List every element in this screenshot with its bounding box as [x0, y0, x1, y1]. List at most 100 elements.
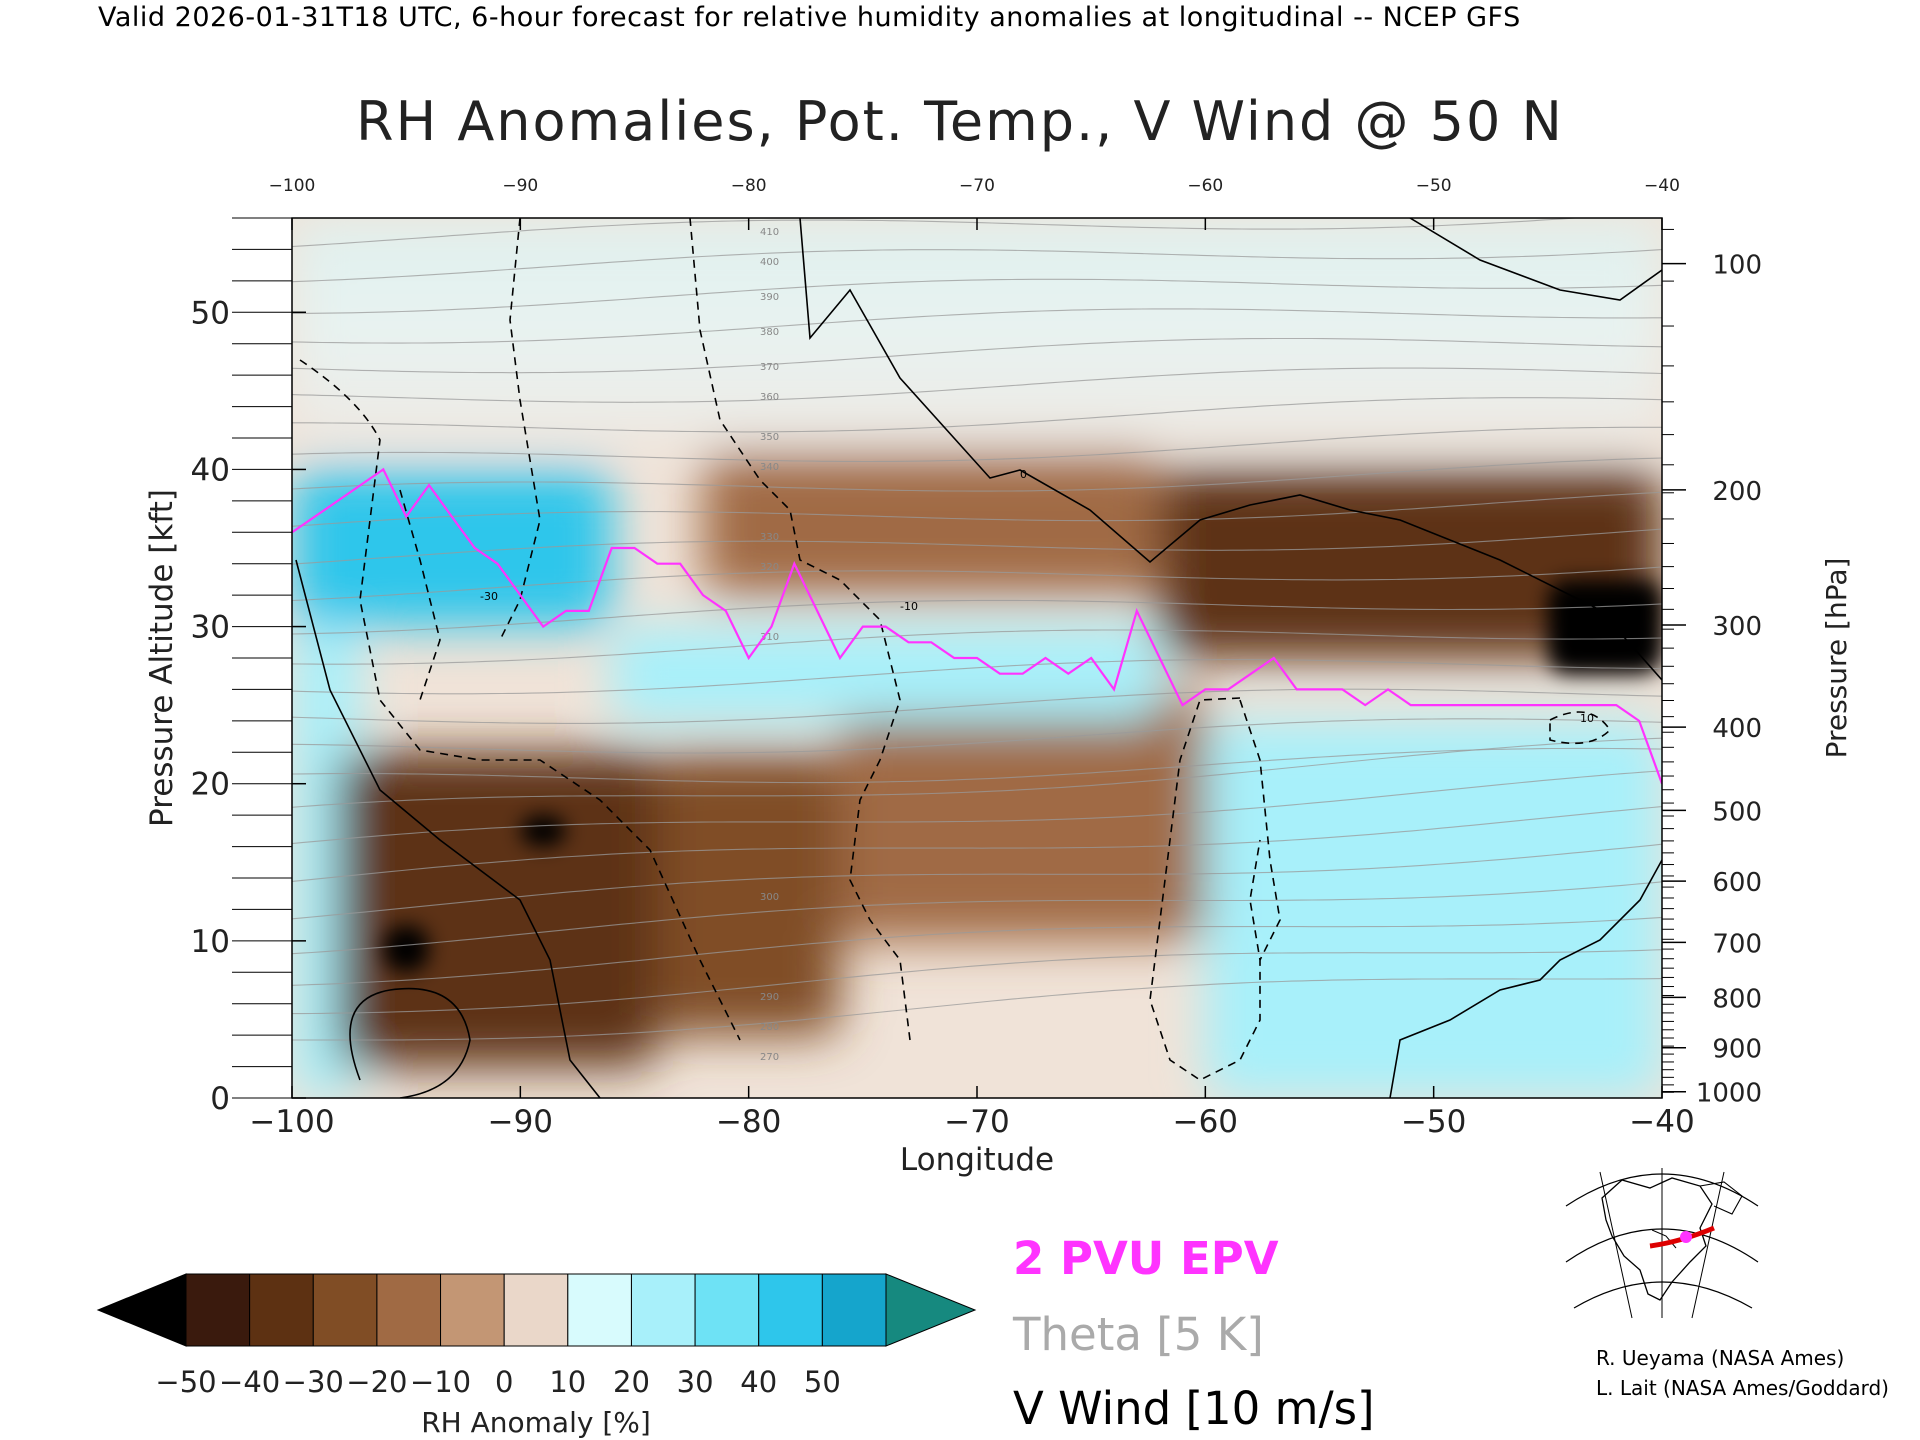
- theta-contour: [292, 397, 1662, 433]
- chart-title: RH Anomalies, Pot. Temp., V Wind @ 50 N: [356, 90, 1564, 153]
- colorbar-cell: [440, 1273, 505, 1347]
- y-tick-label: 30: [191, 610, 230, 646]
- y-tick-label: 20: [191, 767, 230, 803]
- theta-contour: [292, 916, 1662, 986]
- v-wind-contour: [1409, 218, 1662, 301]
- colorbar-tick-label: 40: [740, 1365, 777, 1399]
- colorbar-over-triangle: [885, 1273, 977, 1347]
- x-tick-label: −70: [944, 1104, 1009, 1140]
- theta-contour: [292, 629, 1662, 665]
- colorbar-tick-label: −10: [410, 1365, 471, 1399]
- theta-contour-label: 380: [760, 327, 779, 338]
- x-top-tick-label: −50: [1416, 176, 1452, 196]
- x-tick-label: −90: [488, 1104, 553, 1140]
- theta-contours: 270 280 290 300 310 320 330 340 350 360 370 380 390 4…: [292, 218, 1662, 1063]
- colorbar-cell: [758, 1273, 823, 1347]
- v-wind-contour-label: -30: [480, 590, 498, 603]
- theta-contour: [292, 881, 1662, 955]
- theta-contour: [292, 949, 1662, 1015]
- x-tick-label: −40: [1629, 1104, 1694, 1140]
- location-map-inset: [1562, 1168, 1762, 1319]
- v-wind-contour: [295, 559, 601, 1098]
- x-top-tick-label: −60: [1187, 176, 1223, 196]
- theta-contour: [292, 528, 1662, 565]
- colorbar-label: RH Anomaly [%]: [421, 1406, 651, 1439]
- pressure-tick-label: 900: [1712, 1035, 1762, 1065]
- pressure-tick-label: 300: [1712, 612, 1762, 642]
- rh-region: [657, 752, 840, 1036]
- colorbar-cell: [312, 1273, 378, 1347]
- theta-contour-label: 300: [760, 892, 779, 903]
- v-wind-contour: [1549, 711, 1612, 745]
- theta-contour-label: 350: [760, 432, 779, 443]
- theta-contour-label: 270: [760, 1052, 779, 1063]
- colorbar-cell: [249, 1273, 314, 1347]
- theta-contour: [292, 659, 1662, 695]
- x-top-tick-label: −40: [1644, 176, 1680, 196]
- x-tick-label: −60: [1173, 1104, 1238, 1140]
- legend-theta: Theta [5 K]: [1012, 1308, 1264, 1361]
- x-axis-label: Longitude: [900, 1142, 1054, 1178]
- legend: 2 PVU EPV Theta [5 K] V Wind [10 m/s]: [1012, 1232, 1375, 1435]
- theta-contour: [292, 747, 1662, 784]
- rh-region: [840, 689, 1206, 941]
- y-tick-label: 40: [191, 452, 230, 488]
- theta-contour-label: 280: [760, 1022, 779, 1033]
- forecast-header: Valid 2026-01-31T18 UTC, 6-hour forecast…: [98, 2, 1521, 33]
- legend-epv: 2 PVU EPV: [1013, 1232, 1279, 1285]
- theta-contour: [292, 491, 1662, 527]
- theta-contour: [292, 737, 1662, 808]
- tick-labels: −100 −100 −90 −90 −80 −80 −70 −70 −60 −60 −50 −50 −4…: [191, 176, 1762, 1140]
- theta-contour: [292, 806, 1662, 882]
- colorbar-cell: [503, 1273, 569, 1347]
- v-wind-contour-label: 0: [1020, 468, 1027, 481]
- epv-2pvu-line: [292, 467, 1662, 785]
- theta-contour-label: 330: [760, 532, 779, 543]
- theta-contour: [292, 599, 1662, 635]
- theta-contour-label: 410: [760, 227, 779, 238]
- x-tick-label: −50: [1401, 1104, 1466, 1140]
- pressure-tick-label: 700: [1712, 929, 1762, 959]
- colorbar-tick-label: −20: [346, 1365, 407, 1399]
- x-tick-label: −100: [249, 1104, 334, 1140]
- y-tick-label: 0: [210, 1081, 230, 1117]
- rh-anomaly-extremes: [383, 579, 1662, 973]
- theta-contour: [292, 337, 1662, 374]
- colorbar: −50 −40 −30 −20 −10 0 10 20 30 40 50: [96, 1273, 977, 1399]
- colorbar-cell: [567, 1273, 632, 1347]
- colorbar-cell: [821, 1273, 887, 1347]
- colorbar-under-triangle: [96, 1273, 187, 1347]
- colorbar-cell: [630, 1273, 696, 1347]
- v-wind-contour: [1389, 859, 1662, 1098]
- rh-region: [1547, 579, 1662, 674]
- colorbar-cell: [694, 1273, 760, 1347]
- axes: [232, 217, 1686, 1099]
- v-wind-contour: [399, 489, 441, 701]
- v-wind-contour: [799, 218, 1662, 681]
- rh-region: [337, 752, 658, 1067]
- v-wind-contour-label: -10: [900, 600, 918, 613]
- pressure-tick-label: 1000: [1696, 1079, 1762, 1109]
- y-tick-label: 50: [191, 295, 230, 331]
- x-top-tick-label: −80: [731, 176, 767, 196]
- pressure-tick-label: 500: [1712, 797, 1762, 827]
- rh-region-stratosphere: [292, 218, 1662, 438]
- pressure-tick-label: 200: [1712, 477, 1762, 507]
- pressure-tick-label: 600: [1712, 868, 1762, 898]
- plot-area: 270 280 290 300 310 320 330 340 350 360 370 380 390 4…: [292, 218, 1662, 1098]
- theta-contour-label: 310: [760, 632, 779, 643]
- theta-contour: [292, 978, 1662, 1041]
- colorbar-tick-label: 50: [804, 1365, 841, 1399]
- colorbar-tick-label: −50: [155, 1365, 216, 1399]
- x-tick-label: −80: [716, 1104, 781, 1140]
- theta-contour-label: 290: [760, 992, 779, 1003]
- colorbar-tick-label: −30: [283, 1365, 344, 1399]
- v-wind-contour: [1239, 699, 1281, 961]
- colorbar-cell: [376, 1273, 442, 1347]
- theta-contour-label: 340: [760, 462, 779, 473]
- v-wind-contour: [349, 987, 471, 1098]
- pressure-tick-label: 400: [1712, 714, 1762, 744]
- x-top-tick-label: −70: [959, 176, 995, 196]
- x-top-tick-label: −90: [502, 176, 538, 196]
